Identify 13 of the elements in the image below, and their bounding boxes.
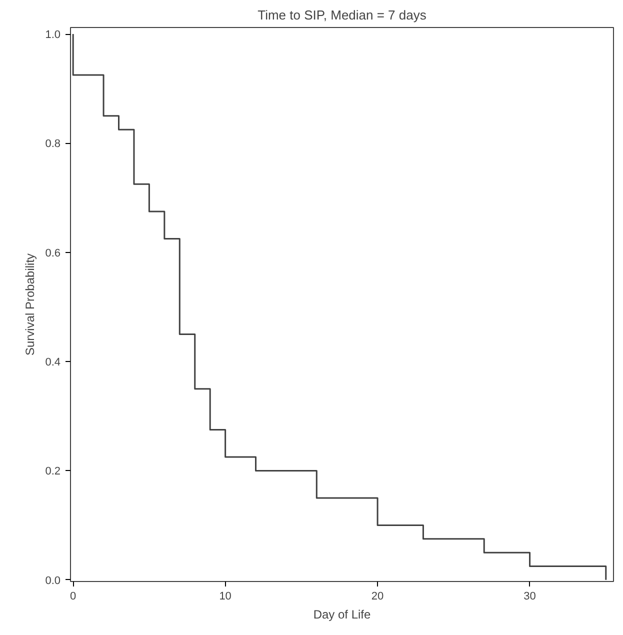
y-tick-label: 0.2 (45, 466, 61, 478)
x-tick-label: 30 (524, 590, 536, 602)
y-tick-label: 0.4 (45, 356, 61, 369)
chart-title: Time to SIP, Median = 7 days (258, 8, 427, 22)
x-axis-title: Day of Life (313, 608, 372, 622)
y-axis-title: Survival Probability (23, 253, 38, 356)
y-tick-label: 1.0 (45, 29, 61, 42)
y-tick-label: 0.0 (45, 574, 61, 587)
x-tick-label: 10 (219, 590, 232, 602)
y-tick-label: 0.6 (45, 247, 61, 260)
x-tick-label: 0 (70, 590, 76, 602)
y-tick-label: 0.8 (45, 138, 61, 150)
x-tick-label: 20 (371, 590, 384, 602)
